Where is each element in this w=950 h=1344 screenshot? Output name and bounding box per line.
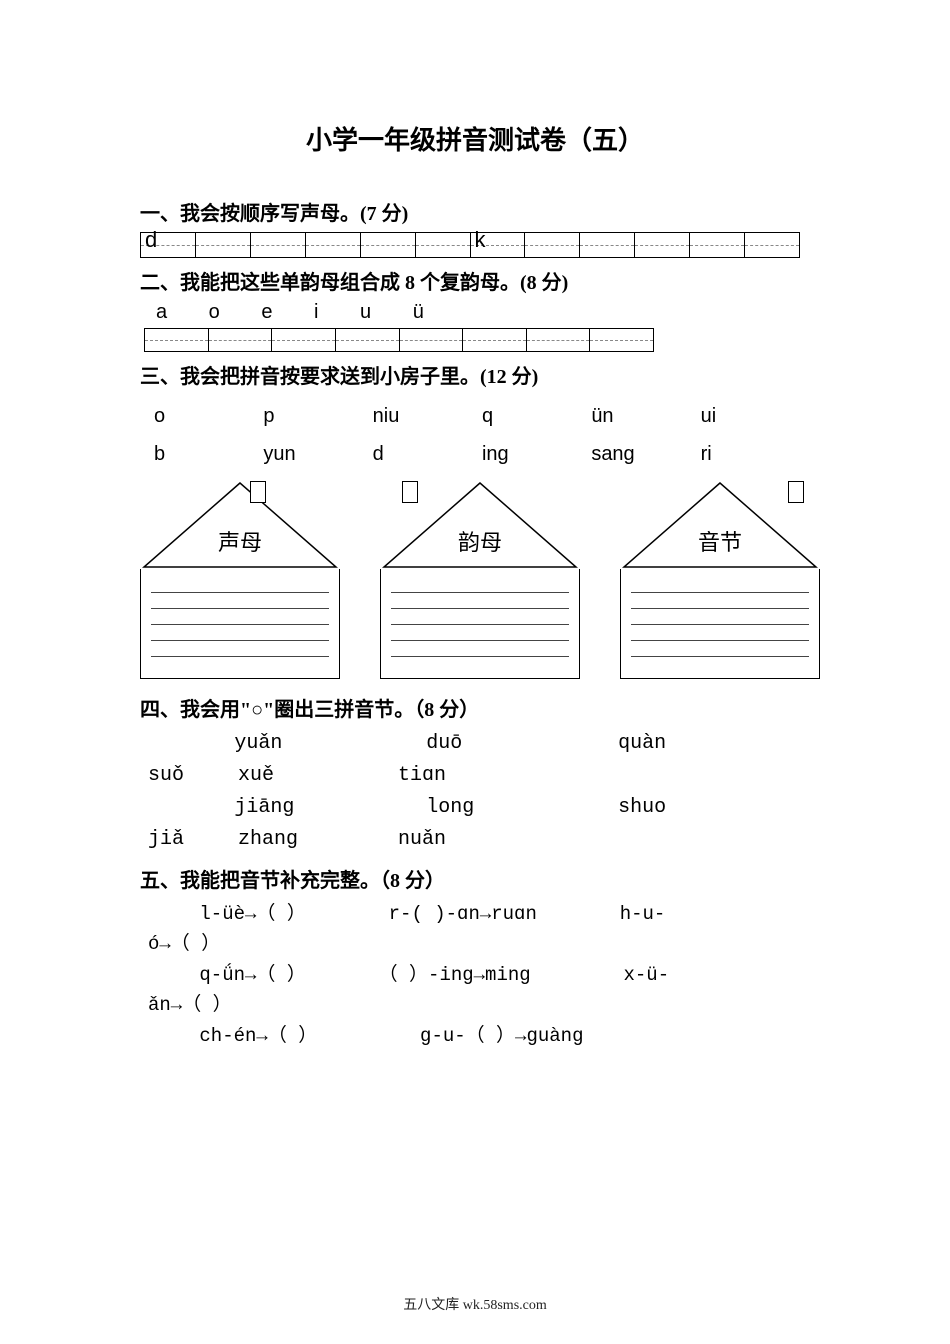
s4-word: duō — [426, 728, 618, 760]
s1-cell: k — [471, 233, 526, 257]
s1-cell: d — [141, 233, 196, 257]
s4-word: long — [426, 792, 618, 824]
chimney — [788, 481, 804, 503]
s5-item: ch-én→（ ） — [199, 1025, 317, 1047]
s1-cell — [635, 233, 690, 257]
footer: 五八文库 wk.58sms.com — [0, 1294, 950, 1314]
s4-word: yuǎn — [234, 728, 426, 760]
house: 韵母 — [380, 479, 580, 679]
s3-item: ün — [591, 397, 700, 435]
house-line — [151, 609, 329, 625]
house-label: 声母 — [140, 525, 340, 557]
house-line — [391, 641, 569, 657]
s2-cell — [400, 329, 464, 351]
s3-heading: 三、我会把拼音按要求送到小房子里。(12 分) — [140, 360, 810, 389]
s2-cell — [272, 329, 336, 351]
s5-item: r-( )-ɑn→ruɑn — [389, 903, 537, 925]
s2-cell — [209, 329, 273, 351]
s4-word: zhang — [238, 824, 398, 856]
house-label: 韵母 — [380, 525, 580, 557]
chimney — [250, 481, 266, 503]
s3-item: b — [154, 435, 263, 473]
s2-cell — [145, 329, 209, 351]
s3-items: opniuqünui byundingsangri — [154, 397, 810, 473]
s1-cell — [416, 233, 471, 257]
s5-item: ǎn→（ ） — [148, 994, 232, 1016]
s4-word: jiǎ — [148, 824, 238, 856]
house-line — [151, 641, 329, 657]
s1-cell — [361, 233, 416, 257]
s5-item: x-ü- — [623, 964, 669, 986]
house-line — [151, 593, 329, 609]
house-line — [151, 625, 329, 641]
s1-cell — [196, 233, 251, 257]
s3-item: q — [482, 397, 591, 435]
s4-words: yuǎn duō quàn suǒ xuě tiɑn jiāng long sh… — [148, 728, 810, 856]
s2-cell — [336, 329, 400, 351]
s3-item: ing — [482, 435, 591, 473]
s3-item: niu — [373, 397, 482, 435]
s5-item: （ ）-ing→ming — [379, 964, 531, 986]
s5-lines: l-üè→（ ） r-( )-ɑn→ruɑn h-u- ó→（ ） q-ǘn→（… — [148, 899, 810, 1051]
house: 音节 — [620, 479, 820, 679]
s4-word: quàn — [618, 728, 810, 760]
s3-item: yun — [263, 435, 372, 473]
s2-letters: a o e i u ü — [156, 301, 810, 324]
s4-heading: 四、我会用"○"圈出三拼音节。（8 分） — [140, 693, 810, 722]
house-body — [380, 569, 580, 679]
s5-heading: 五、我能把音节补充完整。（8 分） — [140, 864, 810, 893]
house-line — [391, 593, 569, 609]
s2-heading: 二、我能把这些单韵母组合成 8 个复韵母。(8 分) — [140, 266, 810, 295]
s3-item: ui — [701, 397, 810, 435]
s3-item: d — [373, 435, 482, 473]
s1-prefill: k — [475, 227, 486, 253]
s1-cell — [525, 233, 580, 257]
house-line — [631, 609, 809, 625]
s3-item: ri — [701, 435, 810, 473]
s3-item: o — [154, 397, 263, 435]
house-body — [140, 569, 340, 679]
s4-word: shuo — [618, 792, 810, 824]
s2-grid — [144, 328, 654, 352]
s3-item: p — [263, 397, 372, 435]
s1-grid: dk — [140, 232, 800, 258]
s4-word: jiāng — [234, 792, 426, 824]
s1-cell — [306, 233, 361, 257]
house-line — [631, 577, 809, 593]
house-line — [391, 625, 569, 641]
house-line — [631, 641, 809, 657]
house-line — [631, 593, 809, 609]
chimney — [402, 481, 418, 503]
house-line — [391, 609, 569, 625]
house-line — [631, 625, 809, 641]
s5-item: h-u- — [620, 903, 666, 925]
s1-heading: 一、我会按顺序写声母。(7 分) — [140, 197, 810, 226]
s2-cell — [527, 329, 591, 351]
s1-prefill: d — [145, 227, 157, 253]
s5-item: q-ǘn→（ ） — [199, 964, 305, 986]
s4-word: nuǎn — [398, 824, 598, 856]
s5-item: g-u-（ ）→guàng — [420, 1025, 583, 1047]
house: 声母 — [140, 479, 340, 679]
house-label: 音节 — [620, 525, 820, 557]
house-body — [620, 569, 820, 679]
house-line — [391, 577, 569, 593]
s5-item: l-üè→（ ） — [199, 903, 305, 925]
s1-cell — [251, 233, 306, 257]
houses: 声母 韵母 音节 — [140, 479, 820, 679]
s5-item: ó→（ ） — [148, 933, 220, 955]
s4-word: suǒ — [148, 760, 238, 792]
s2-cell — [463, 329, 527, 351]
s1-cell — [745, 233, 799, 257]
s1-cell — [580, 233, 635, 257]
s1-cell — [690, 233, 745, 257]
s4-word: xuě — [238, 760, 398, 792]
house-line — [151, 577, 329, 593]
s4-word: tiɑn — [398, 760, 598, 792]
page-title: 小学一年级拼音测试卷（五） — [140, 120, 810, 157]
s3-item: sang — [591, 435, 700, 473]
s2-cell — [590, 329, 653, 351]
